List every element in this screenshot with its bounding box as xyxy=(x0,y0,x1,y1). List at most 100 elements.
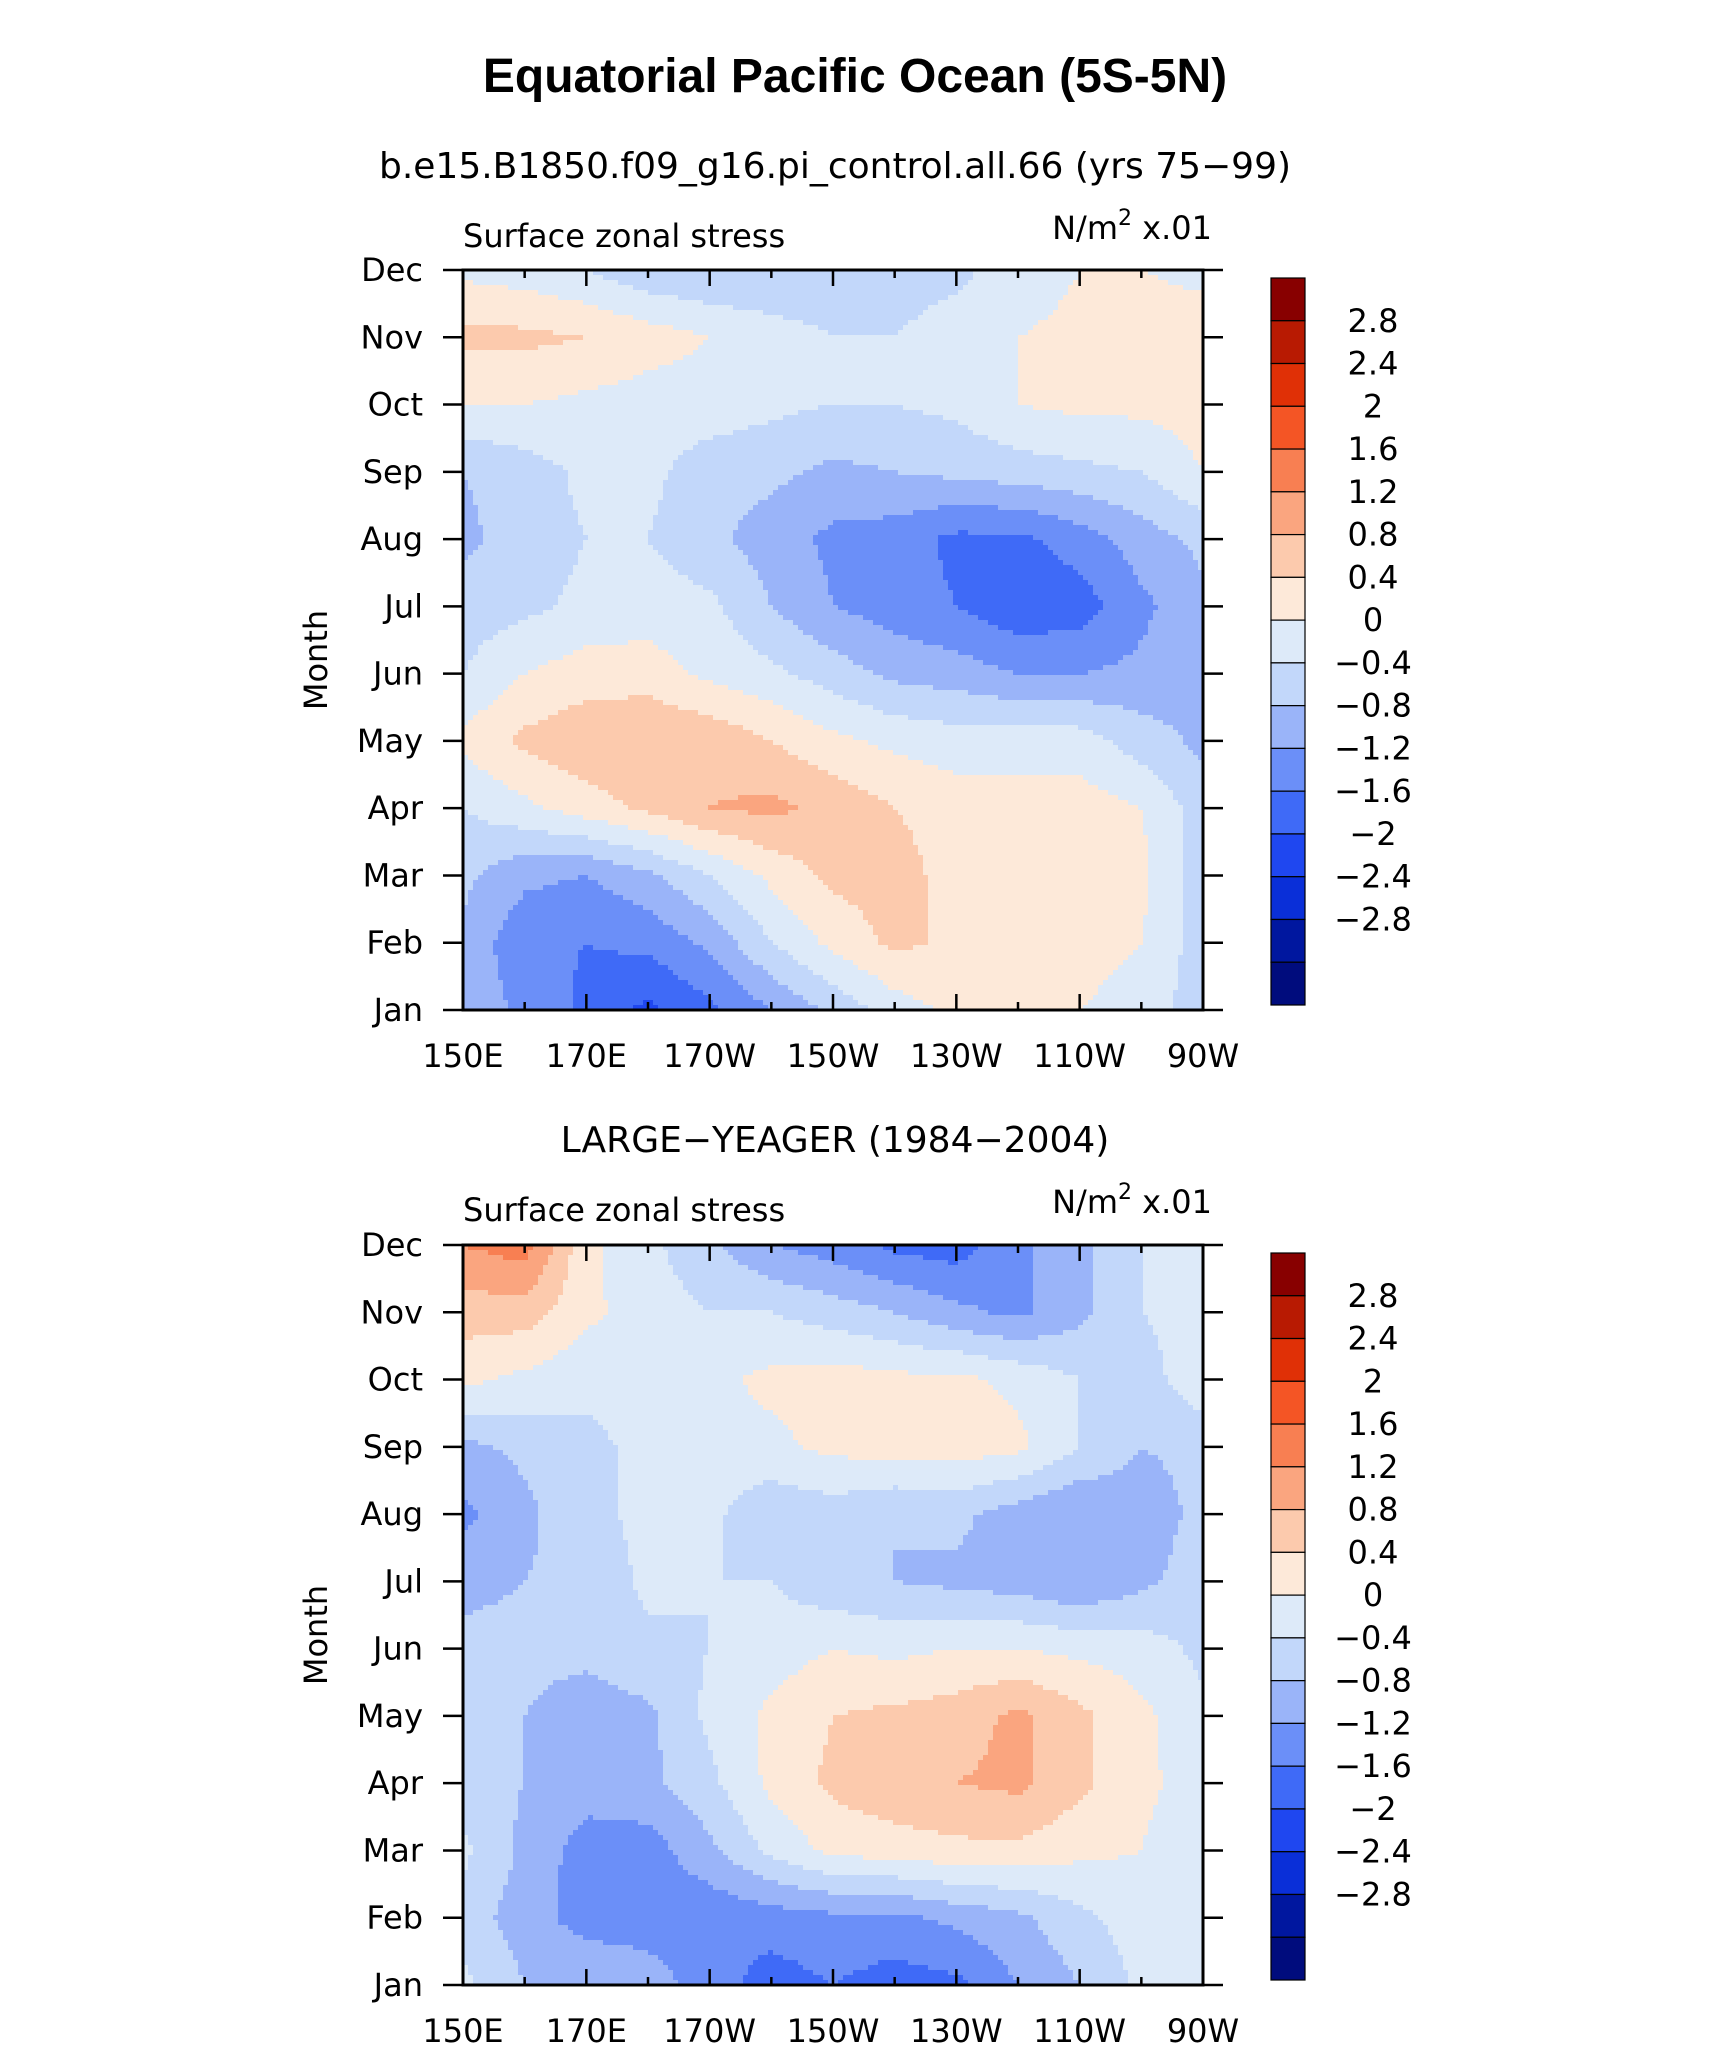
heatmap-cell xyxy=(788,395,794,401)
heatmap-cell xyxy=(718,360,724,366)
heatmap-cell xyxy=(1128,425,1134,431)
heatmap-cell xyxy=(563,315,569,321)
heatmap-cell xyxy=(1078,385,1084,391)
heatmap-cell xyxy=(683,410,689,416)
heatmap-cell xyxy=(533,305,539,311)
heatmap-cell xyxy=(698,390,704,396)
heatmap-cell xyxy=(1058,355,1064,361)
heatmap-cell xyxy=(598,330,604,336)
heatmap-cell xyxy=(1138,340,1144,346)
heatmap-cell xyxy=(808,280,814,286)
heatmap-cell xyxy=(698,320,704,326)
heatmap-cell xyxy=(918,270,924,276)
heatmap-cell xyxy=(833,380,839,386)
heatmap-cell xyxy=(848,400,854,406)
heatmap-cell xyxy=(648,430,654,436)
heatmap-cell xyxy=(1188,320,1194,326)
heatmap-cell xyxy=(508,315,514,321)
heatmap-cell xyxy=(798,320,804,326)
heatmap-cell xyxy=(1058,410,1064,416)
heatmap-cell xyxy=(498,280,504,286)
heatmap-cell xyxy=(668,380,674,386)
heatmap-cell xyxy=(963,355,969,361)
heatmap-cell xyxy=(1083,270,1089,276)
heatmap-cell xyxy=(1063,365,1069,371)
heatmap-cell xyxy=(1058,330,1064,336)
heatmap-cell xyxy=(653,340,659,346)
heatmap-cell xyxy=(1183,335,1189,341)
heatmap-cell xyxy=(463,410,469,416)
heatmap-cell xyxy=(603,350,609,356)
heatmap-cell xyxy=(1148,325,1154,331)
heatmap-cell xyxy=(828,290,834,296)
heatmap-cell xyxy=(718,425,724,431)
heatmap-cell xyxy=(623,310,629,316)
heatmap-cell xyxy=(663,310,669,316)
heatmap-cell xyxy=(663,285,669,291)
heatmap-cell xyxy=(1058,270,1064,276)
heatmap-cell xyxy=(763,320,769,326)
heatmap-cell xyxy=(773,415,779,421)
heatmap-cell xyxy=(633,425,639,431)
heatmap-cell xyxy=(823,430,829,436)
heatmap-cell xyxy=(928,435,934,441)
heatmap-cell xyxy=(1098,335,1104,341)
heatmap-cell xyxy=(908,285,914,291)
heatmap-cell xyxy=(748,275,754,281)
heatmap-cell xyxy=(568,360,574,366)
heatmap-cell xyxy=(818,315,824,321)
heatmap-cell xyxy=(693,435,699,441)
heatmap-cell xyxy=(993,295,999,301)
heatmap-cell xyxy=(888,405,894,411)
heatmap-cell xyxy=(683,330,689,336)
heatmap-cell xyxy=(1063,285,1069,291)
heatmap-cell xyxy=(983,385,989,391)
heatmap-cell xyxy=(1168,385,1174,391)
heatmap-cell xyxy=(803,345,809,351)
heatmap-cell xyxy=(1153,360,1159,366)
heatmap-cell xyxy=(668,415,674,421)
heatmap-cell xyxy=(508,380,514,386)
heatmap-cell xyxy=(633,350,639,356)
heatmap-cell xyxy=(1003,415,1009,421)
heatmap-cell xyxy=(683,370,689,376)
heatmap-cell xyxy=(868,435,874,441)
heatmap-cell xyxy=(988,360,994,366)
heatmap-cell xyxy=(753,280,759,286)
heatmap-cell xyxy=(858,270,864,276)
heatmap-cell xyxy=(953,335,959,341)
heatmap-cell xyxy=(738,385,744,391)
heatmap-cell xyxy=(898,315,904,321)
heatmap-cell xyxy=(933,320,939,326)
heatmap-cell xyxy=(473,280,479,286)
heatmap-cell xyxy=(1163,405,1169,411)
heatmap-cell xyxy=(713,370,719,376)
heatmap-cell xyxy=(808,375,814,381)
heatmap-cell xyxy=(958,280,964,286)
heatmap-cell xyxy=(588,345,594,351)
heatmap-cell xyxy=(913,360,919,366)
heatmap-cell xyxy=(473,400,479,406)
heatmap-cell xyxy=(973,295,979,301)
heatmap-cell xyxy=(643,305,649,311)
heatmap-cell xyxy=(1143,305,1149,311)
heatmap-cell xyxy=(678,330,684,336)
heatmap-cell xyxy=(1143,320,1149,326)
heatmap-cell xyxy=(663,305,669,311)
heatmap-cell xyxy=(653,390,659,396)
heatmap-cell xyxy=(493,320,499,326)
heatmap-cell xyxy=(993,280,999,286)
heatmap-cell xyxy=(723,370,729,376)
heatmap-cell xyxy=(723,390,729,396)
heatmap-cell xyxy=(1133,275,1139,281)
heatmap-cell xyxy=(468,285,474,291)
heatmap-cell xyxy=(498,330,504,336)
heatmap-cell xyxy=(1128,280,1134,286)
heatmap-cell xyxy=(498,340,504,346)
heatmap-cell xyxy=(1053,355,1059,361)
heatmap-cell xyxy=(528,355,534,361)
heatmap-cell xyxy=(1088,385,1094,391)
heatmap-cell xyxy=(633,270,639,276)
heatmap-cell xyxy=(673,270,679,276)
heatmap-cell xyxy=(938,395,944,401)
